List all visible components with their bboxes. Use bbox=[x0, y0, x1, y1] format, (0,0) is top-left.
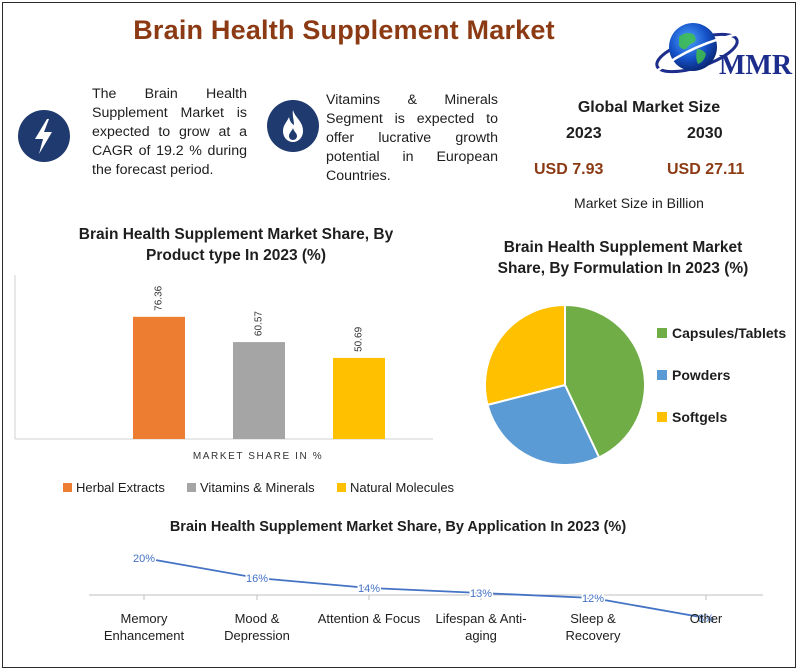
legend-label: Vitamins & Minerals bbox=[200, 480, 315, 495]
mmr-logo: MMR bbox=[655, 23, 793, 81]
line-category-label: Attention & Focus bbox=[317, 611, 421, 626]
value-end: USD 27.11 bbox=[667, 161, 745, 178]
legend-item-herbal-extracts: Herbal Extracts bbox=[63, 480, 165, 495]
global-market-title: Global Market Size bbox=[577, 99, 721, 116]
bar-herbal-extracts bbox=[133, 316, 185, 439]
logo-text: MMR bbox=[719, 50, 793, 81]
bar-chart-title: Brain Health Supplement Market Share, By… bbox=[78, 226, 394, 264]
bar-natural-molecules bbox=[333, 357, 385, 439]
bar-label-vitamins-minerals: 60.57 bbox=[254, 311, 265, 336]
line-data-label: 20% bbox=[133, 553, 155, 565]
line-category-label: Other bbox=[689, 611, 723, 626]
legend-item-vitamins-minerals: Vitamins & Minerals bbox=[187, 480, 315, 495]
bar-x-axis-label: MARKET SHARE IN % bbox=[193, 451, 323, 462]
legend-swatch bbox=[657, 370, 667, 380]
pie-chart-title: Brain Health Supplement Market Share, By… bbox=[497, 239, 749, 277]
legend-swatch bbox=[657, 328, 667, 338]
year-start: 2023 bbox=[566, 125, 602, 142]
cagr-highlight-text: The Brain Health Supplement Market is ex… bbox=[92, 86, 247, 178]
line-chart-title: Brain Health Supplement Market Share, By… bbox=[169, 519, 627, 535]
line-series bbox=[143, 557, 707, 619]
pie-legend-powders: Powders bbox=[657, 367, 730, 383]
line-chart: 20% 16% 14% 13% 12% 8% bbox=[89, 552, 763, 627]
legend-label: Capsules/Tablets bbox=[672, 325, 787, 341]
bar-vitamins-minerals bbox=[233, 342, 285, 439]
line-data-label: 8% bbox=[698, 613, 714, 625]
value-start: USD 7.93 bbox=[534, 161, 604, 178]
legend-label: Powders bbox=[672, 367, 731, 383]
flame-icon bbox=[267, 100, 319, 152]
legend-item-natural-molecules: Natural Molecules bbox=[337, 480, 454, 495]
segment-highlight-text: Vitamins & Minerals Segment is expected … bbox=[326, 92, 498, 184]
line-category-label: Mood & Depression bbox=[224, 611, 290, 643]
legend-label: Herbal Extracts bbox=[76, 480, 165, 495]
line-category-label: Memory Enhancement bbox=[103, 611, 185, 643]
market-size-note: Market Size in Billion bbox=[574, 195, 704, 211]
pie-slice-capsules-tablets bbox=[564, 303, 646, 459]
legend-swatch bbox=[63, 483, 72, 492]
pie-slice-powders bbox=[486, 383, 601, 466]
legend-swatch bbox=[657, 412, 667, 422]
bar-label-natural-molecules: 50.69 bbox=[354, 326, 365, 351]
legend-label: Softgels bbox=[672, 409, 728, 425]
pie-slice-softgels bbox=[484, 303, 566, 407]
lightning-icon bbox=[18, 110, 70, 162]
bar-label-herbal-extracts: 76.36 bbox=[154, 285, 165, 310]
pie-legend-capsules-tablets: Capsules/Tablets bbox=[657, 325, 786, 341]
year-end: 2030 bbox=[687, 125, 723, 142]
legend-label: Natural Molecules bbox=[350, 480, 455, 495]
pie-chart bbox=[484, 303, 646, 466]
bar-chart: 76.36 60.57 50.69 MARKET SHARE IN % bbox=[14, 275, 433, 462]
globe-icon bbox=[669, 23, 717, 71]
legend-swatch bbox=[187, 483, 196, 492]
pie-legend-softgels: Softgels bbox=[657, 409, 727, 425]
line-category-label: Sleep & Recovery bbox=[565, 611, 621, 643]
line-data-label: 14% bbox=[358, 583, 380, 595]
page-title: Brain Health Supplement Market bbox=[133, 15, 555, 45]
line-data-label: 16% bbox=[246, 573, 268, 585]
line-category-label: Lifespan & Anti-aging bbox=[435, 611, 527, 643]
line-data-label: 13% bbox=[470, 588, 492, 600]
line-data-label: 12% bbox=[582, 593, 604, 605]
legend-swatch bbox=[337, 483, 346, 492]
